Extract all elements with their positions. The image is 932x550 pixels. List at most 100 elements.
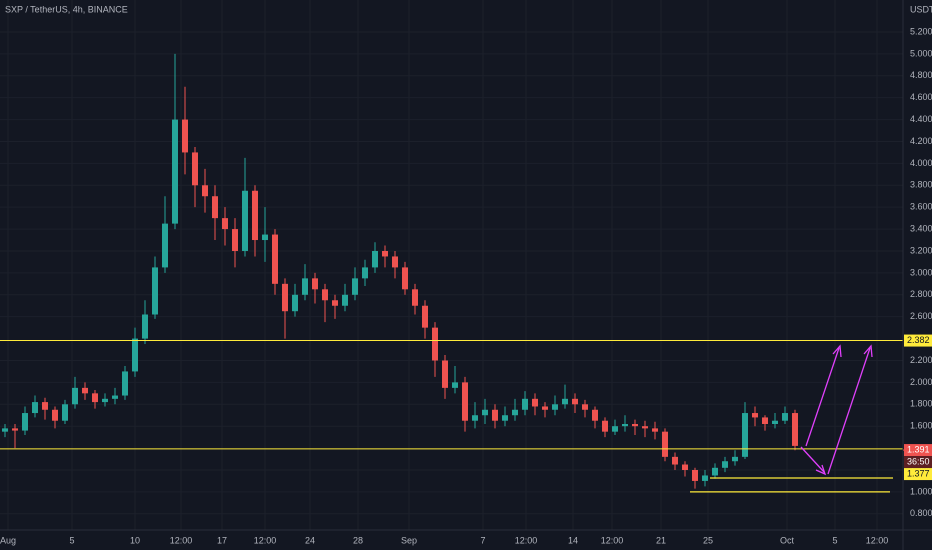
y-tick-label: 2.600 — [910, 311, 932, 321]
y-tick-label: 3.400 — [910, 223, 932, 233]
candle-body — [192, 152, 198, 186]
y-tick-label: 4.600 — [910, 92, 932, 102]
x-tick-label: 12:00 — [254, 535, 277, 545]
y-tick-label: 1.600 — [910, 421, 932, 431]
candle-body — [542, 406, 548, 410]
candle-body — [102, 398, 108, 403]
candle-body — [382, 250, 388, 257]
candle-body — [322, 289, 328, 301]
candle-body — [742, 413, 748, 457]
x-tick-label: 12:00 — [601, 535, 624, 545]
drawings — [800, 344, 873, 476]
candle-body — [42, 402, 48, 410]
x-tick-label: 5 — [69, 535, 74, 545]
candle-body — [72, 387, 78, 405]
candle-body — [172, 119, 178, 224]
candle-body — [232, 229, 238, 251]
candle-body — [62, 404, 68, 421]
candle-body — [772, 420, 778, 424]
candle-body — [762, 417, 768, 424]
candle-body — [52, 409, 58, 421]
x-tick-label: 17 — [217, 535, 227, 545]
price-tag: 2.382 — [907, 335, 930, 345]
candle-body — [182, 119, 188, 153]
candle-body — [552, 404, 558, 410]
candle-body — [302, 278, 308, 295]
candle-body — [262, 234, 268, 241]
candle-body — [212, 196, 218, 219]
price-tag: 1.391 — [907, 444, 930, 454]
candle-body — [392, 256, 398, 268]
y-tick-label: 3.000 — [910, 267, 932, 277]
candle-body — [532, 398, 538, 407]
candle-body — [702, 475, 708, 481]
candle-body — [152, 267, 158, 315]
candle-body — [312, 278, 318, 290]
candle-body — [692, 469, 698, 481]
candle-body — [662, 431, 668, 457]
x-tick-label: 12:00 — [515, 535, 538, 545]
candle-body — [132, 338, 138, 372]
candle-body — [752, 413, 758, 418]
x-tick-label: 7 — [480, 535, 485, 545]
arrow-line — [805, 347, 840, 447]
x-tick-label: 5 — [832, 535, 837, 545]
price-tag-box — [904, 456, 932, 469]
candle-body — [92, 393, 98, 403]
axes: 5.200 5.000 4.800 4.600 4.400 4.200 4.000 3.800… — [0, 26, 932, 545]
price-tag-box — [904, 334, 932, 347]
y-tick-label: 5.200 — [910, 26, 932, 36]
candle-body — [582, 404, 588, 410]
arrow-head — [832, 344, 842, 358]
candle-body — [562, 398, 568, 405]
price-tag-box — [904, 468, 932, 481]
candle-body — [222, 218, 228, 230]
candle-body — [642, 426, 648, 429]
candle-body — [332, 300, 338, 306]
price-tag: 1.377 — [907, 468, 930, 478]
candle-body — [782, 413, 788, 421]
candle-body — [402, 267, 408, 290]
candle-body — [202, 185, 208, 197]
x-tick-label: 12:00 — [170, 535, 193, 545]
y-tick-label: 4.400 — [910, 114, 932, 124]
price-tag: 36:50 — [907, 456, 930, 466]
projection-arrows — [800, 344, 873, 476]
y-tick-label: 4.800 — [910, 70, 932, 80]
candle-body — [12, 428, 18, 431]
candle-body — [82, 387, 88, 394]
candle-body — [122, 371, 128, 396]
candle-body — [672, 456, 678, 465]
arrow-line — [827, 347, 871, 475]
candle-body — [492, 409, 498, 421]
x-tick-label: 14 — [568, 535, 578, 545]
candle-body — [522, 398, 528, 410]
y-tick-label: 1.000 — [910, 486, 932, 496]
candle-body — [452, 382, 458, 388]
candle-body — [592, 409, 598, 421]
arrow-head — [815, 464, 827, 476]
candle-body — [792, 413, 798, 446]
arrow-head — [863, 344, 873, 358]
candle-body — [432, 327, 438, 361]
candle-body — [162, 223, 168, 268]
candle-body — [512, 409, 518, 416]
candle-body — [652, 428, 658, 432]
chart-title: SXP / TetherUS, 4h, BINANCE — [5, 4, 128, 14]
y-tick-label: 1.800 — [910, 399, 932, 409]
candle-body — [1, 428, 8, 432]
x-tick-label: Oct — [780, 535, 795, 545]
x-tick-label: Sep — [401, 535, 417, 545]
candle-body — [462, 382, 468, 421]
candle-body — [292, 294, 298, 312]
grid — [0, 0, 903, 530]
candle-body — [572, 398, 578, 405]
y-tick-label: 3.800 — [910, 180, 932, 190]
y-tick-label: 2.800 — [910, 289, 932, 299]
currency-label: USDT — [910, 4, 932, 14]
candle-body — [472, 415, 478, 421]
candle-body — [412, 289, 418, 306]
candle-body — [442, 360, 448, 388]
